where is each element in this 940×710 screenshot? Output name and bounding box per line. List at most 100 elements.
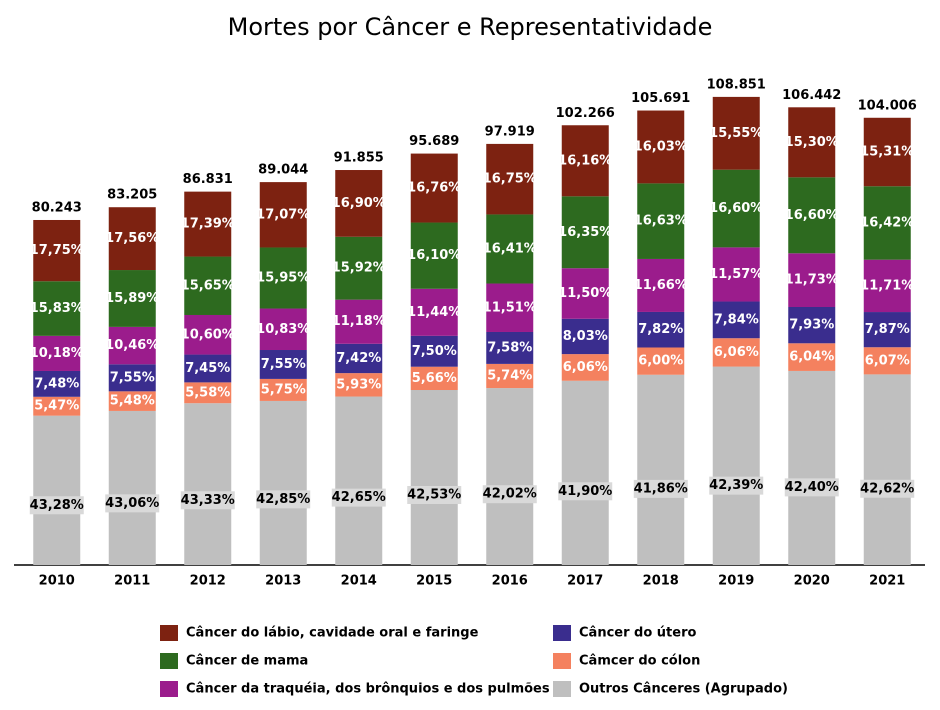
bar-segment bbox=[410, 390, 458, 565]
label-box bbox=[860, 479, 915, 498]
data-label: 5,93% bbox=[336, 377, 381, 392]
bar-segment bbox=[410, 153, 458, 223]
data-label: 7,58% bbox=[487, 340, 532, 355]
bar-segment bbox=[788, 107, 836, 178]
data-label: 11,71% bbox=[860, 278, 914, 293]
label-box bbox=[105, 494, 160, 513]
bar-segment bbox=[259, 247, 307, 309]
bar-segment bbox=[410, 335, 458, 367]
bar-segment bbox=[335, 236, 383, 300]
bar-segment bbox=[108, 326, 156, 365]
data-label: 16,76% bbox=[407, 181, 461, 196]
bar-segment bbox=[184, 382, 232, 404]
bar-segment bbox=[561, 318, 609, 355]
label-box bbox=[331, 488, 386, 507]
data-label: 7,42% bbox=[336, 351, 381, 366]
data-label: 16,90% bbox=[332, 196, 386, 211]
total-label: 108.851 bbox=[707, 77, 766, 92]
total-label: 106.442 bbox=[782, 88, 841, 103]
bar-segment bbox=[33, 219, 81, 282]
data-label: 42,40% bbox=[785, 480, 839, 495]
x-tick-label: 2014 bbox=[341, 574, 377, 589]
bar-segment bbox=[486, 388, 534, 565]
data-label: 15,65% bbox=[181, 278, 235, 293]
data-label: 5,48% bbox=[110, 394, 155, 409]
total-label: 104.006 bbox=[858, 98, 917, 113]
bar-segment bbox=[712, 366, 760, 565]
bar-segment bbox=[863, 347, 911, 375]
data-label: 41,86% bbox=[634, 481, 688, 496]
bar-segment bbox=[33, 370, 81, 397]
bar-segment bbox=[335, 170, 383, 237]
data-label: 16,03% bbox=[634, 139, 688, 154]
data-label: 6,06% bbox=[714, 345, 759, 360]
legend-label: Câncer do útero bbox=[579, 626, 696, 641]
total-label: 102.266 bbox=[556, 106, 615, 121]
label-box bbox=[633, 479, 688, 498]
data-label: 16,16% bbox=[558, 153, 612, 168]
data-label: 15,55% bbox=[709, 126, 763, 141]
data-label: 16,63% bbox=[634, 214, 688, 229]
bar-segment bbox=[184, 403, 232, 565]
legend-swatch bbox=[160, 625, 178, 641]
data-label: 7,55% bbox=[110, 370, 155, 385]
data-label: 7,48% bbox=[34, 376, 79, 391]
data-label: 7,50% bbox=[412, 344, 457, 359]
label-box bbox=[784, 478, 839, 497]
label-box bbox=[558, 482, 613, 501]
x-tick-label: 2015 bbox=[416, 574, 452, 589]
bar-segment bbox=[788, 306, 836, 344]
bar-segment bbox=[108, 207, 156, 271]
label-box bbox=[256, 490, 311, 509]
bar-segment bbox=[486, 214, 534, 284]
x-tick-label: 2010 bbox=[39, 574, 75, 589]
data-label: 15,31% bbox=[860, 145, 914, 160]
bar-segment bbox=[33, 335, 81, 371]
data-label: 7,84% bbox=[714, 312, 759, 327]
bar-segment bbox=[637, 347, 685, 375]
bar-segment bbox=[788, 177, 836, 254]
data-label: 10,60% bbox=[181, 327, 235, 342]
data-label: 7,93% bbox=[789, 318, 834, 333]
data-label: 5,75% bbox=[261, 382, 306, 397]
data-label: 17,56% bbox=[105, 231, 159, 246]
bar-segment bbox=[259, 350, 307, 379]
label-box bbox=[709, 476, 764, 495]
data-label: 6,06% bbox=[563, 360, 608, 375]
data-label: 42,02% bbox=[483, 487, 537, 502]
data-label: 16,42% bbox=[860, 215, 914, 230]
data-label: 7,87% bbox=[865, 322, 910, 337]
total-label: 105.691 bbox=[631, 91, 690, 106]
label-box bbox=[407, 486, 462, 505]
bar-segment bbox=[637, 110, 685, 184]
data-label: 17,07% bbox=[256, 207, 310, 222]
bar-segment bbox=[561, 196, 609, 269]
legend-swatch bbox=[160, 681, 178, 697]
data-label: 43,06% bbox=[105, 496, 159, 511]
bar-segment bbox=[486, 331, 534, 364]
data-label: 11,66% bbox=[634, 278, 688, 293]
bar-segment bbox=[184, 314, 232, 355]
bar-segment bbox=[33, 281, 81, 336]
label-box bbox=[482, 485, 537, 504]
x-tick-label: 2016 bbox=[492, 574, 528, 589]
bar-segment bbox=[712, 247, 760, 302]
bar-segment bbox=[637, 258, 685, 312]
bar-segment bbox=[184, 191, 232, 257]
data-label: 5,74% bbox=[487, 368, 532, 383]
bar-segment bbox=[108, 364, 156, 392]
data-label: 15,95% bbox=[256, 271, 310, 286]
bar-segment bbox=[712, 169, 760, 248]
data-label: 16,35% bbox=[558, 225, 612, 240]
bar-segment bbox=[561, 380, 609, 565]
bar-segment bbox=[184, 256, 232, 315]
x-tick-label: 2011 bbox=[114, 574, 150, 589]
x-tick-label: 2019 bbox=[718, 574, 754, 589]
bar-segment bbox=[259, 400, 307, 565]
x-tick-label: 2020 bbox=[794, 574, 830, 589]
bar-segment bbox=[259, 378, 307, 401]
data-label: 7,45% bbox=[185, 361, 230, 376]
data-label: 42,62% bbox=[860, 481, 914, 496]
label-box bbox=[180, 491, 235, 510]
